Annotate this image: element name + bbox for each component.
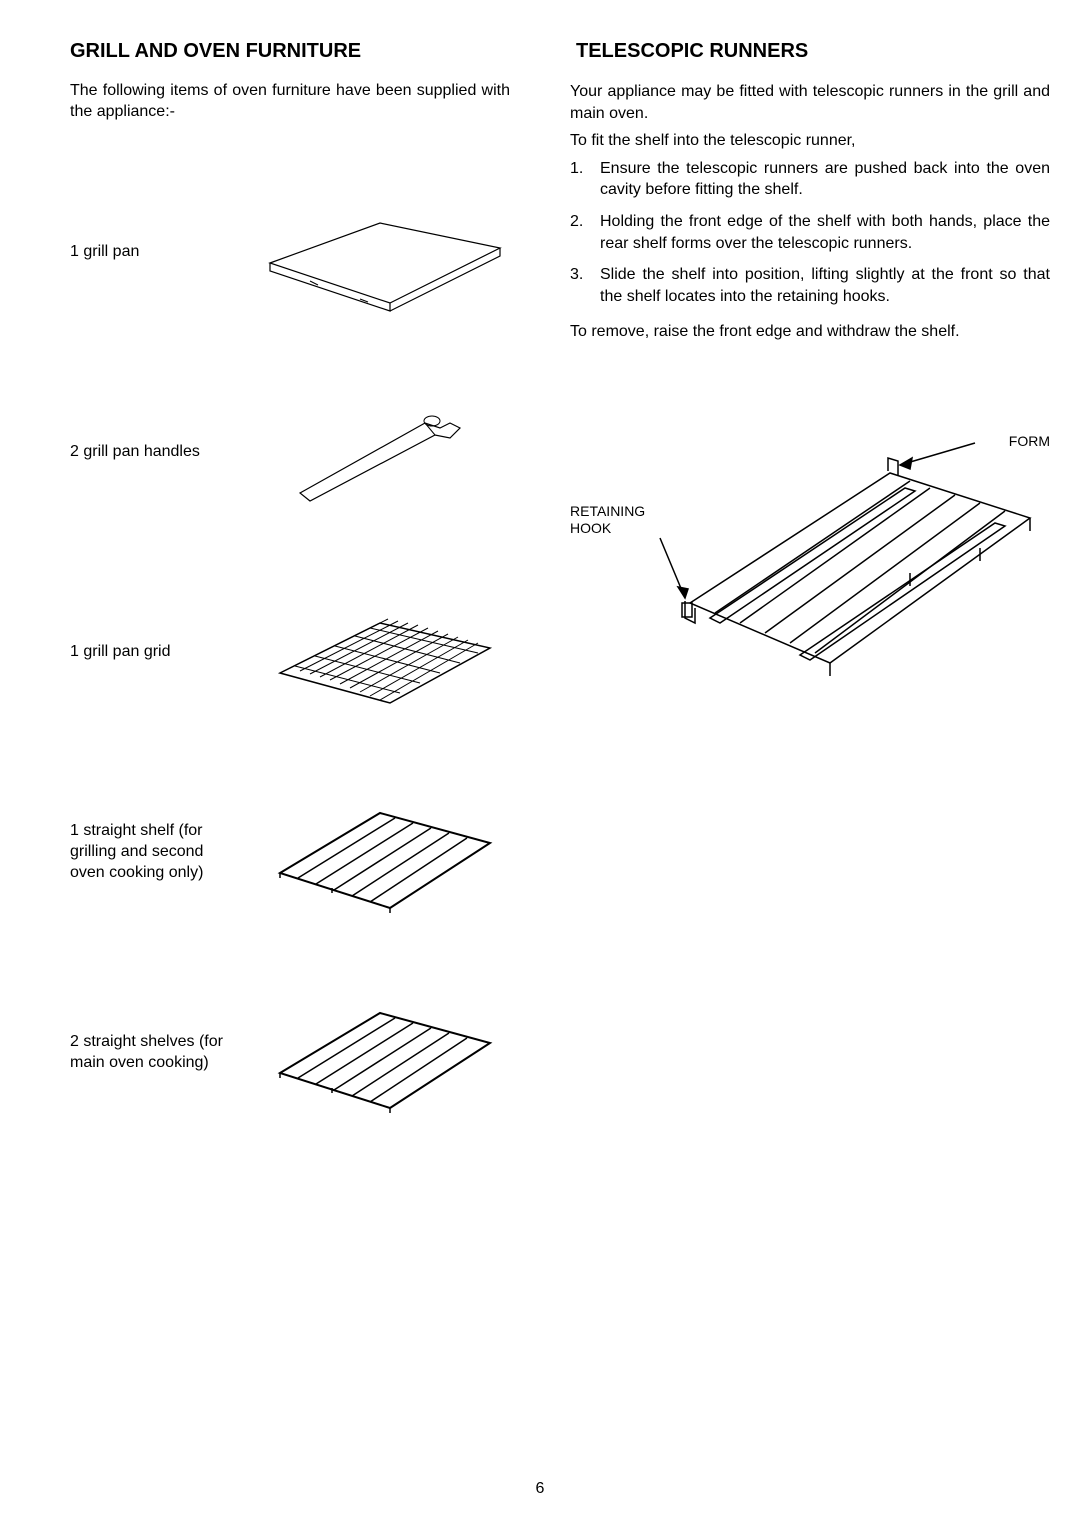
grill-pan-grid-icon — [250, 583, 510, 723]
grill-pan-icon — [250, 183, 510, 323]
runner-svg — [570, 403, 1050, 703]
furniture-label: 1 grill pan grid — [70, 642, 250, 663]
furniture-label: 1 grill pan — [70, 242, 250, 263]
furniture-label: 2 straight shelves (for main oven cookin… — [70, 1032, 250, 1074]
furniture-label: 2 grill pan handles — [70, 442, 250, 463]
furniture-item: 2 straight shelves (for main oven cookin… — [70, 983, 510, 1123]
steps-list: Ensure the telescopic runners are pushed… — [570, 158, 1050, 308]
page-content: GRILL AND OVEN FURNITURE The following i… — [60, 40, 1020, 1440]
step-item: Slide the shelf into position, lifting s… — [570, 264, 1050, 307]
runner-diagram: RETAINING HOOK FORM — [570, 403, 1050, 703]
grill-pan-handle-icon — [250, 383, 510, 523]
straight-shelf-icon — [250, 783, 510, 923]
label-text: FORM — [1009, 433, 1050, 449]
form-label: FORM — [1009, 433, 1050, 450]
left-intro: The following items of oven furniture ha… — [70, 81, 510, 123]
furniture-label: 1 straight shelf (for grilling and secon… — [70, 821, 250, 883]
label-text: RETAINING HOOK — [570, 503, 645, 536]
step-item: Ensure the telescopic runners are pushed… — [570, 158, 1050, 201]
step-item: Holding the front edge of the shelf with… — [570, 211, 1050, 254]
retaining-hook-label: RETAINING HOOK — [570, 503, 660, 537]
straight-shelves-icon — [250, 983, 510, 1123]
furniture-item: 1 grill pan — [70, 183, 510, 323]
right-column: TELESCOPIC RUNNERS Your appliance may be… — [560, 40, 1060, 1440]
furniture-item: 1 straight shelf (for grilling and secon… — [70, 783, 510, 923]
remove-text: To remove, raise the front edge and with… — [570, 321, 1050, 343]
page-number: 6 — [536, 1480, 545, 1498]
furniture-item: 1 grill pan grid — [70, 583, 510, 723]
right-heading: TELESCOPIC RUNNERS — [570, 40, 1050, 63]
furniture-item: 2 grill pan handles — [70, 383, 510, 523]
right-intro1: Your appliance may be fitted with telesc… — [570, 81, 1050, 124]
left-heading: GRILL AND OVEN FURNITURE — [70, 40, 510, 63]
right-intro2: To fit the shelf into the telescopic run… — [570, 130, 1050, 152]
left-column: GRILL AND OVEN FURNITURE The following i… — [60, 40, 520, 1440]
